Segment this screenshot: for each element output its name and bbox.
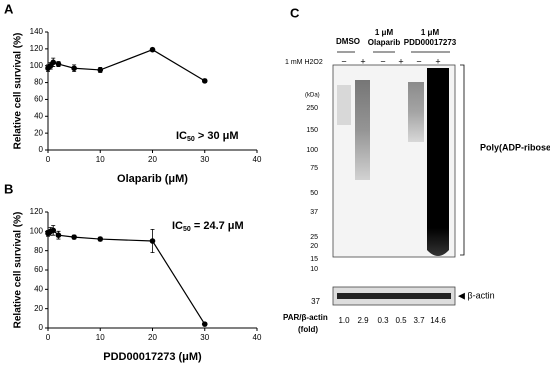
ratio: 14.6	[430, 316, 446, 325]
y-axis-label: Relative cell survival (%)	[13, 212, 24, 329]
actin-kda: 37	[311, 297, 320, 306]
ratio: 3.7	[413, 316, 425, 325]
point	[71, 65, 77, 72]
point	[201, 321, 208, 327]
kda-marker: 15	[310, 256, 318, 263]
group-label: 1 μM PDD00017273	[404, 28, 457, 47]
point	[55, 61, 62, 67]
ratio: 2.9	[357, 316, 369, 325]
annotation-part: IC	[176, 130, 187, 142]
point	[97, 236, 104, 242]
annotation-part: > 30 μM	[195, 130, 239, 142]
kda-marker: 20	[310, 243, 318, 250]
x-tick-label: 30	[200, 155, 209, 164]
y-tick-label: 100	[30, 61, 44, 70]
group-label: DMSO	[336, 37, 360, 46]
kda-marker: 10	[310, 266, 318, 273]
target-label: Poly(ADP-ribose)	[480, 142, 550, 152]
x-tick-label: 20	[148, 333, 157, 342]
sign: −	[341, 56, 346, 66]
x-tick-label: 0	[46, 333, 51, 342]
y-tick-label: 100	[30, 226, 44, 235]
point	[201, 78, 208, 84]
annotation: IC50 = 24.7 μM	[172, 220, 244, 233]
group-label: 1 μM Olaparib	[368, 28, 401, 47]
x-axis-label: PDD00017273 (μM)	[103, 351, 202, 363]
point	[50, 227, 57, 234]
treatment-label: 1 mM H2O2	[285, 59, 323, 66]
y-tick-label: 20	[34, 304, 43, 313]
point	[149, 46, 156, 53]
y-tick-label: 120	[30, 44, 44, 53]
annotation-part: = 24.7 μM	[191, 220, 244, 232]
point	[71, 234, 77, 240]
line	[47, 49, 206, 82]
y-tick-label: 0	[39, 323, 44, 332]
panel-label: C	[290, 5, 300, 20]
y-tick-label: 60	[34, 265, 43, 274]
kda-marker: 37	[310, 209, 318, 216]
kda-marker: 100	[306, 147, 318, 154]
x-tick-label: 20	[148, 155, 157, 164]
ratio: 0.5	[395, 316, 407, 325]
annotation-part: 50	[183, 226, 191, 233]
point	[149, 238, 156, 244]
y-tick-label: 40	[34, 111, 43, 120]
x-tick-label: 0	[46, 155, 51, 164]
annotation-part: 50	[187, 136, 195, 143]
ratio: 1.0	[338, 316, 350, 325]
kda-marker: 25	[310, 234, 318, 241]
y-tick-label: 40	[34, 284, 43, 293]
kda-marker: 250	[306, 105, 318, 112]
sign: +	[398, 56, 403, 66]
kda-marker: 75	[310, 165, 318, 172]
line	[47, 229, 206, 325]
sign: −	[380, 56, 385, 66]
panel-label: A	[4, 1, 14, 16]
ratio-label: PAR/β-actin	[283, 313, 328, 322]
y-tick-label: 0	[39, 145, 44, 154]
annotation: IC50 > 30 μM	[176, 130, 239, 143]
point	[50, 59, 57, 66]
point	[97, 67, 104, 73]
panel-label: B	[4, 181, 13, 196]
kda-marker: 50	[310, 190, 318, 197]
x-tick-label: 30	[200, 333, 209, 342]
blot-image	[332, 51, 465, 306]
ratio: 0.3	[377, 316, 389, 325]
kda-title: (kDa)	[305, 93, 320, 99]
sign: +	[435, 56, 440, 66]
y-tick-label: 140	[30, 27, 44, 36]
ratio-unit: (fold)	[298, 325, 318, 334]
sign: −	[416, 56, 421, 66]
sign: +	[360, 56, 365, 66]
x-tick-label: 40	[253, 333, 262, 342]
annotation-part: IC	[172, 220, 183, 232]
y-tick-label: 80	[34, 78, 43, 87]
y-tick-label: 80	[34, 246, 43, 255]
actin-label: ◀ β-actin	[458, 290, 495, 300]
y-axis-label: Relative cell survival (%)	[13, 33, 24, 150]
point	[55, 232, 62, 238]
kda-marker: 150	[306, 127, 318, 134]
y-tick-label: 20	[34, 128, 43, 137]
y-tick-label: 60	[34, 95, 43, 104]
x-tick-label: 10	[96, 333, 105, 342]
y-tick-label: 120	[30, 207, 44, 216]
x-axis-label: Olaparib (μM)	[117, 173, 188, 185]
x-tick-label: 40	[253, 155, 262, 164]
x-tick-label: 10	[96, 155, 105, 164]
